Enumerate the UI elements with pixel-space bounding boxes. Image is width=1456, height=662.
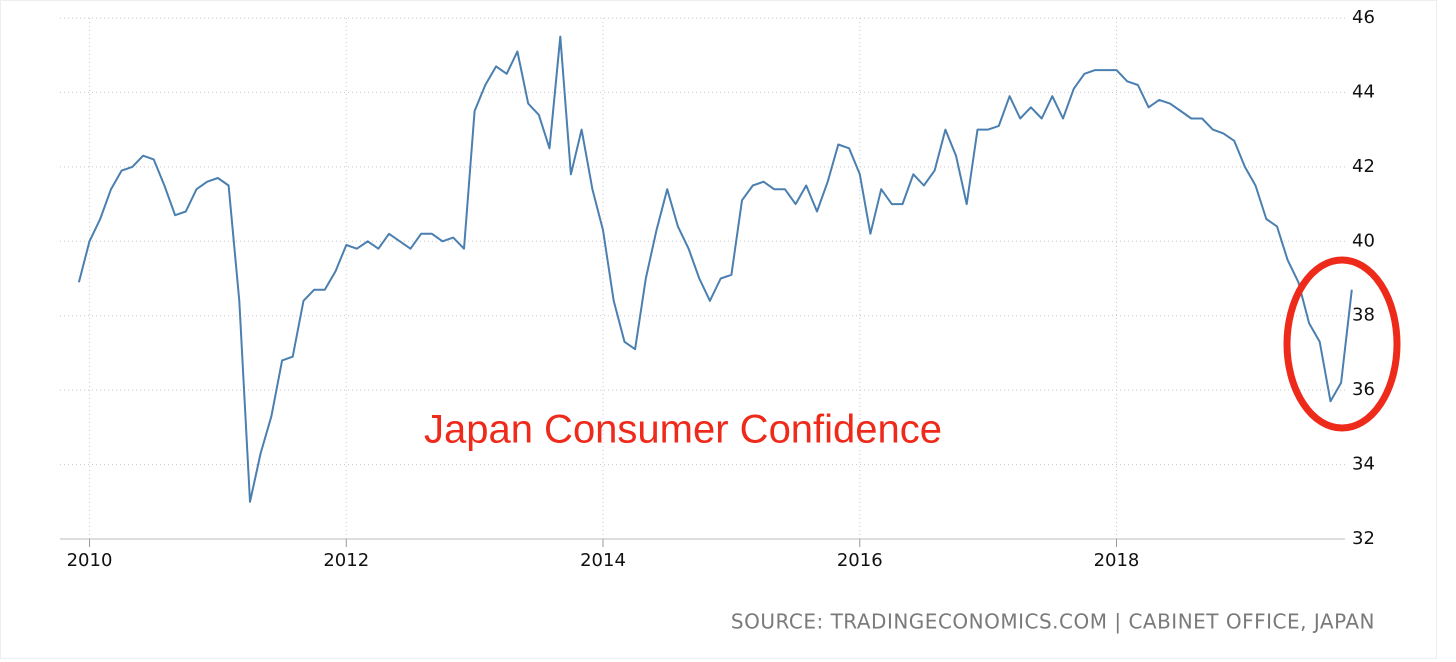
source: SOURCE: TRADINGECONOMICS.COM | CABINET O… — [731, 610, 1375, 634]
x-tick-label: 2014 — [580, 550, 626, 571]
y-tick-label: 44 — [1352, 81, 1375, 102]
y-tick-label: 36 — [1352, 379, 1375, 400]
line — [77, 35, 1353, 503]
annotation: Japan Consumer Confidence — [424, 408, 942, 452]
highlight-circle — [1283, 256, 1401, 432]
x-tick-label: 2012 — [323, 550, 369, 571]
y-tick-label: 42 — [1352, 156, 1375, 177]
y-tick-label: 32 — [1352, 528, 1375, 549]
y-tick-label: 34 — [1352, 454, 1375, 475]
x-tick-label: 2016 — [837, 550, 883, 571]
plot — [77, 35, 1353, 503]
y-tick-label: 46 — [1352, 7, 1375, 28]
y-tick-label: 40 — [1352, 230, 1375, 251]
y-tick-label: 38 — [1352, 305, 1375, 326]
x-tick-label: 2010 — [67, 550, 113, 571]
grid — [60, 17, 1345, 547]
x-tick-label: 2018 — [1094, 550, 1140, 571]
